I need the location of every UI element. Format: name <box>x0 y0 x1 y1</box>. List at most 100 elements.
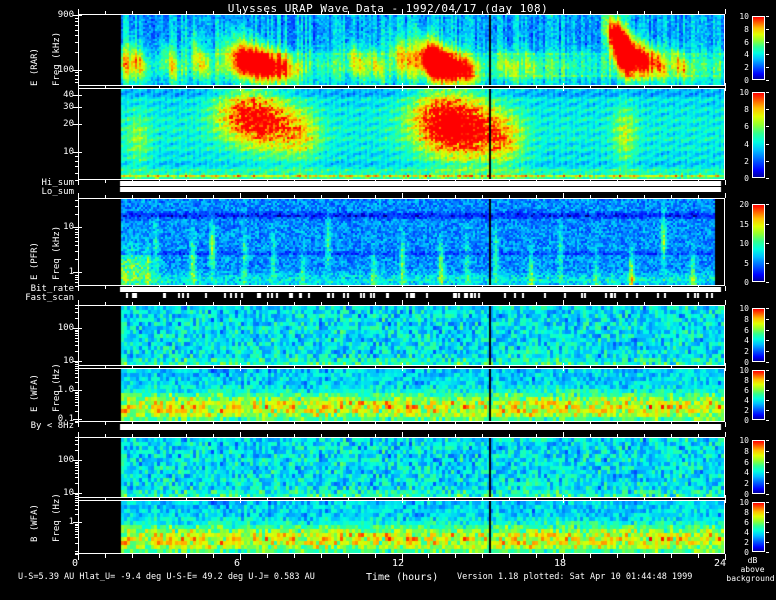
xtick-0-8 <box>78 363 79 368</box>
xtick-21-8 <box>644 365 645 368</box>
ytick-minor-e-pfr-1-3 <box>75 206 78 207</box>
xtick-2-5 <box>132 286 133 289</box>
ytick-minor-b-wfa-hi-0-9 <box>75 494 78 495</box>
ytick-label-e-rar-1: 100 <box>57 64 74 75</box>
xtick-17-0 <box>536 11 537 14</box>
xtick-9-3 <box>321 180 322 183</box>
ytick-minor-e-pfr-0-9 <box>75 229 78 230</box>
xtick-17-2 <box>536 85 537 88</box>
ytick-label-e-wfa-hi-0: 100 <box>57 322 74 333</box>
colorbar-e-rar <box>752 16 765 80</box>
xaxis-bottom-tick-5 <box>213 554 214 558</box>
strip-hi-sum <box>78 181 725 186</box>
colorbar-tick-label-e-wfa-lo-4: 2 <box>744 406 749 415</box>
ytick-minor-b-wfa-lo-0-1 <box>75 522 78 523</box>
xtick-3-5 <box>159 286 160 289</box>
xtick-4-9 <box>186 422 187 425</box>
xtick-13-6 <box>428 302 429 305</box>
xtick-20-3 <box>617 180 618 183</box>
ytick-minor-b-wfa-lo-0-6 <box>75 500 78 501</box>
colorbar-tick-label-e-pfr-4: 0 <box>744 278 749 287</box>
colorbar-tick-label-e-wfa-hi-1: 8 <box>744 314 749 324</box>
xtick-24-6 <box>725 300 726 305</box>
colorbar-tick-mark-b-wfa-hi-1 <box>766 451 769 452</box>
ytick-inner-e-pfr-1 <box>78 272 82 273</box>
xtick-15-6 <box>482 302 483 305</box>
xtick-6-5 <box>240 286 241 291</box>
xtick-12-2 <box>402 83 403 88</box>
ytick-minor-e-wfa-lo-0-3 <box>75 377 78 378</box>
colorbar-tick-mark-b-wfa-lo-2 <box>766 522 769 523</box>
ytick-minor-e-wfa-hi-2-2 <box>75 318 78 319</box>
colorbar-tick-mark-b-wfa-hi-0 <box>766 440 769 441</box>
xtick-22-9 <box>671 422 672 425</box>
strip-label-hi-sum: Hi_sum <box>41 178 74 188</box>
strip-lo-sum <box>78 187 725 192</box>
ytick-minor-e-pfr--1-6 <box>75 282 78 283</box>
colorbar-tick-mark-e-rar-low-0 <box>766 92 769 93</box>
xtick-1-5 <box>105 286 106 289</box>
xaxis-bottom-tick-23 <box>698 554 699 558</box>
xtick-12-3 <box>402 180 403 185</box>
xtick-1-9 <box>105 422 106 425</box>
xtick-10-8 <box>348 365 349 368</box>
xaxis-bottom-tick-15 <box>482 554 483 558</box>
colorbar-tick-label-e-rar-low-2: 6 <box>744 122 749 132</box>
xtick-14-3 <box>455 180 456 183</box>
colorbar-tick-mark-e-rar-low-3 <box>766 144 769 145</box>
xtick-5-10 <box>213 434 214 437</box>
ytick-inner-e-rar-low-1 <box>78 107 82 108</box>
xtick-18-3 <box>563 180 564 185</box>
colorbar-tick-label-e-rar-low-4: 2 <box>744 156 749 166</box>
xtick-5-5 <box>213 286 214 289</box>
xtick-20-4 <box>617 195 618 198</box>
axis-freq-e-rar: Freq (kHz) <box>52 31 62 86</box>
xtick-21-0 <box>644 11 645 14</box>
colorbar-tick-mark-e-wfa-lo-0 <box>766 370 769 371</box>
ytick-inner-b-wfa-hi-0 <box>78 460 82 461</box>
xtick-18-8 <box>563 363 564 368</box>
xaxis-bottom-tick-8 <box>294 554 295 558</box>
colorbar-tick-label-b-wfa-lo-3: 4 <box>744 528 749 537</box>
colorbar-tick-label-e-rar-low-3: 4 <box>744 139 749 149</box>
xtick-5-3 <box>213 180 214 183</box>
xtick-18-1 <box>563 86 564 91</box>
colorbar-tick-label-e-rar-1: 8 <box>744 24 749 34</box>
xtick-9-9 <box>321 422 322 425</box>
colorbar-tick-mark-b-wfa-lo-1 <box>766 512 769 513</box>
panel-e-wfa-hi <box>78 305 725 366</box>
xtick-4-4 <box>186 195 187 198</box>
xtick-10-6 <box>348 302 349 305</box>
xaxis-bottom-tick-10 <box>348 554 349 558</box>
ytick-label-e-rar-low-1: 30 <box>63 102 74 113</box>
ytick-minor-b-wfa-hi-2-1 <box>75 460 78 461</box>
xtick-10-9 <box>348 422 349 425</box>
xtick-13-2 <box>428 85 429 88</box>
ytick-minor-e-wfa-lo-0-4 <box>75 373 78 374</box>
ytick-minor-e-wfa-lo--1-6 <box>75 397 78 398</box>
xtick-5-0 <box>213 11 214 14</box>
spectrogram-canvas-b-wfa-lo <box>79 501 724 553</box>
xtick-12-9 <box>402 422 403 427</box>
colorbar-tick-label-e-wfa-hi-5: 0 <box>744 358 749 367</box>
xtick-9-4 <box>321 195 322 198</box>
xtick-18-2 <box>563 83 564 88</box>
xtick-2-2 <box>132 85 133 88</box>
ytick-minor-e-wfa-lo--1-8 <box>75 393 78 394</box>
colorbar-tick-label-e-pfr-0: 20 <box>739 200 749 209</box>
xtick-17-4 <box>536 195 537 198</box>
xtick-7-10 <box>267 434 268 437</box>
xtick-23-8 <box>698 365 699 368</box>
xtick-15-2 <box>482 85 483 88</box>
ytick-minor-e-wfa-lo--2-8 <box>75 422 78 423</box>
xtick-22-12 <box>671 497 672 500</box>
ytick-inner-e-rar-0 <box>78 15 82 16</box>
spectrogram-canvas-e-wfa-hi <box>79 306 724 365</box>
ytick-minor-b-wfa-lo-0-2 <box>75 514 78 515</box>
xtick-6-0 <box>240 9 241 14</box>
xtick-0-6 <box>78 300 79 305</box>
panel-e-pfr <box>78 198 725 286</box>
xtick-24-5 <box>725 286 726 291</box>
xtick-16-0 <box>509 11 510 14</box>
spectrogram-canvas-e-wfa-lo <box>79 369 724 421</box>
